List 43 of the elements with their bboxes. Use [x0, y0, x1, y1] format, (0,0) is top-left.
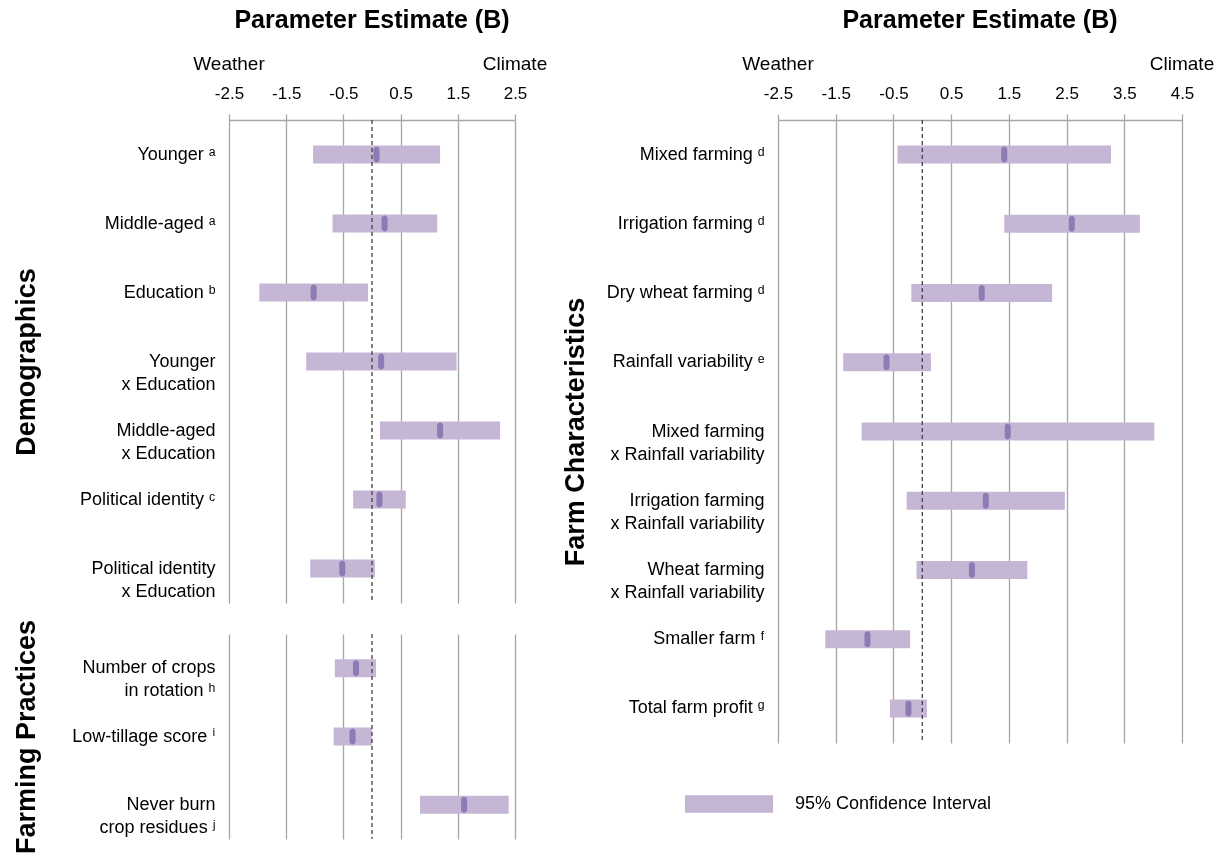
y-tick-label: Never burn crop residues ʲ	[99, 793, 216, 837]
x-tick-label: -2.5	[214, 83, 245, 103]
x-tick-label: -1.5	[821, 83, 851, 103]
x-tick-label: 0.5	[939, 83, 964, 103]
text: Weather	[742, 53, 815, 74]
x-tick-label: 0.5	[389, 83, 413, 103]
x-tick-label: -2.5	[763, 83, 794, 103]
y-tick-label: Political identity ᶜ	[80, 488, 216, 509]
legend-label: 95% Confidence Interval	[795, 793, 992, 813]
y-tick-label: Education ᵇ	[123, 281, 216, 302]
x-tick-label: 1.5	[997, 83, 1022, 103]
y-tick-label: Dry wheat farming ᵈ	[606, 282, 765, 303]
x-tick-label: -0.5	[879, 83, 909, 103]
y-tick-label: Younger ᵃ	[137, 143, 216, 164]
x-tick-label: 2.5	[503, 83, 528, 103]
y-tick-label: Irrigation farming x Rainfall variability	[610, 489, 765, 533]
chart-title: Parameter Estimate (B)	[842, 5, 1118, 33]
y-tick-label: Low-tillage score ⁱ	[72, 725, 216, 746]
y-axis-title: Farm Characteristics	[559, 297, 590, 567]
y-axis-title: Demographics	[10, 268, 41, 456]
x-tick-label: 1.5	[446, 83, 471, 103]
x-tick-label: -1.5	[272, 83, 302, 103]
text: Climate	[482, 53, 548, 74]
y-tick-label: Total farm profit ᵍ	[628, 697, 765, 718]
text: Weather	[193, 53, 266, 74]
y-tick-label: Smaller farm ᶠ	[653, 628, 765, 649]
y-tick-label: Number of crops in rotation ʰ	[82, 657, 216, 701]
chart-title: Parameter Estimate (B)	[234, 5, 510, 33]
x-tick-label: 4.5	[1170, 83, 1195, 103]
y-tick-label: Middle-aged ᵃ	[104, 212, 216, 233]
y-axis-title: Farming Practices	[10, 619, 41, 855]
x-tick-label: 3.5	[1112, 83, 1137, 103]
text: Climate	[1149, 53, 1215, 74]
y-tick-label: Political identity x Education	[91, 557, 216, 601]
x-tick-label: 2.5	[1055, 83, 1079, 103]
y-tick-label: Irrigation farming ᵈ	[617, 212, 765, 233]
y-tick-label: Younger x Education	[121, 350, 216, 394]
y-tick-label: Rainfall variability ᵉ	[612, 351, 765, 372]
y-tick-label: Middle-aged x Education	[116, 419, 216, 463]
y-tick-label: Mixed farming x Rainfall variability	[610, 420, 765, 464]
y-tick-label: Wheat farming x Rainfall variability	[610, 558, 765, 602]
x-tick-label: -0.5	[329, 83, 359, 103]
y-tick-label: Mixed farming ᵈ	[639, 143, 765, 164]
